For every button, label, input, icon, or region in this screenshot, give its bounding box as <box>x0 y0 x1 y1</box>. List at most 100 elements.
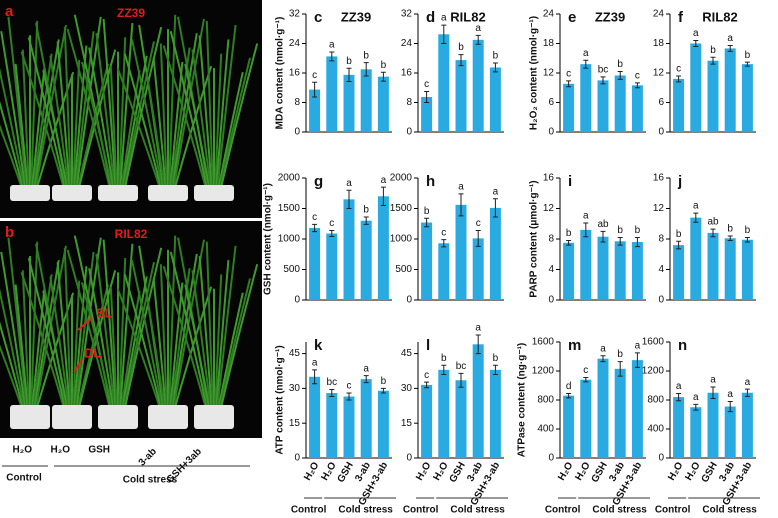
leaf <box>205 241 214 408</box>
leaf <box>205 20 214 188</box>
y-tick-label: 1000 <box>390 234 413 245</box>
leaf <box>74 251 95 408</box>
error-bar <box>710 56 716 65</box>
panel-label: b <box>5 224 14 241</box>
error-bar <box>600 355 606 363</box>
error-bar <box>458 54 464 67</box>
significance-letter: b <box>745 225 751 236</box>
leaf <box>184 63 211 188</box>
bar <box>377 76 389 132</box>
y-tick-label: 0 <box>548 295 554 306</box>
leaf <box>42 69 69 188</box>
y-axis-label: GSH content (nmol·g⁻¹) <box>263 183 274 295</box>
error-bar <box>693 40 699 47</box>
leaf <box>152 57 167 188</box>
leaf <box>198 255 213 408</box>
significance-letter: a <box>441 13 447 24</box>
error-bar <box>363 375 369 384</box>
pot <box>52 405 92 429</box>
bar <box>326 56 338 132</box>
panel-label: i <box>568 173 572 190</box>
bar <box>455 60 467 132</box>
y-tick-label: 1200 <box>642 366 665 377</box>
bar <box>309 376 321 458</box>
leaf <box>0 321 24 408</box>
y-tick-label: 30 <box>289 383 301 394</box>
group-label: Control <box>403 505 439 516</box>
bar <box>360 220 372 300</box>
leaf <box>109 286 118 408</box>
error-bar <box>617 361 623 377</box>
error-bar <box>346 392 352 401</box>
error-bar <box>676 392 682 402</box>
leaf <box>214 53 223 188</box>
bar <box>343 199 355 300</box>
error-bar <box>441 239 447 248</box>
significance-letter: c <box>329 218 334 229</box>
leaf <box>152 278 167 408</box>
leaf <box>217 71 244 188</box>
y-tick-label: 8 <box>406 97 412 108</box>
leaf <box>33 259 60 408</box>
leaf <box>77 63 109 188</box>
leaf <box>7 16 28 188</box>
bar <box>724 48 736 132</box>
leaf <box>123 53 162 188</box>
chart-title: ZZ39 <box>341 9 371 24</box>
leaf <box>49 276 70 408</box>
bar <box>673 245 685 300</box>
group-label: Cold stress <box>450 505 505 516</box>
bar <box>489 369 501 458</box>
y-tick-label: 1600 <box>642 337 665 348</box>
y-tick-label: 4 <box>548 264 554 275</box>
error-bar <box>710 386 716 400</box>
bar <box>421 384 433 458</box>
leaf <box>0 251 27 408</box>
error-bar <box>441 364 447 375</box>
leaf <box>0 100 24 188</box>
bar <box>631 85 643 132</box>
leaf <box>66 28 111 188</box>
arrow <box>77 317 93 331</box>
y-tick-label: 1200 <box>532 366 555 377</box>
y-tick-label: 12 <box>543 68 555 79</box>
y-tick-label: 24 <box>289 38 301 49</box>
significance-letter: a <box>583 48 589 59</box>
y-tick-label: 12 <box>653 68 665 79</box>
error-bar <box>583 377 589 383</box>
error-bar <box>566 392 572 399</box>
annotation: DL <box>84 345 101 360</box>
y-tick-label: 18 <box>653 38 665 49</box>
error-bar <box>676 240 682 250</box>
panel-label: d <box>426 9 435 26</box>
bar <box>724 238 736 300</box>
error-bar <box>727 44 733 52</box>
leaf <box>74 31 95 188</box>
error-bar <box>744 388 750 397</box>
leaf <box>20 272 65 408</box>
leaf <box>215 39 230 188</box>
photo-title: ZZ39 <box>117 6 145 20</box>
bar <box>597 80 609 132</box>
leaf <box>145 292 166 408</box>
y-tick-label: 12 <box>653 203 665 214</box>
leaf <box>102 239 117 408</box>
leaf <box>191 49 212 188</box>
pot <box>98 185 138 201</box>
significance-letter: c <box>312 212 317 223</box>
x-tick-label: H₂O <box>302 460 321 483</box>
leaf <box>81 61 113 188</box>
significance-letter: a <box>693 392 699 403</box>
treatment-label: H₂O <box>51 445 71 456</box>
leaf <box>123 41 155 188</box>
leaf <box>66 249 111 408</box>
significance-letter: b <box>617 349 623 360</box>
pot <box>10 405 50 429</box>
leaf <box>0 288 25 408</box>
significance-letter: a <box>693 201 699 212</box>
bar <box>580 379 592 458</box>
y-tick-label: 500 <box>283 264 300 275</box>
y-axis-label: MDA content (nmol·g⁻¹) <box>275 17 286 130</box>
leaf <box>120 290 141 408</box>
